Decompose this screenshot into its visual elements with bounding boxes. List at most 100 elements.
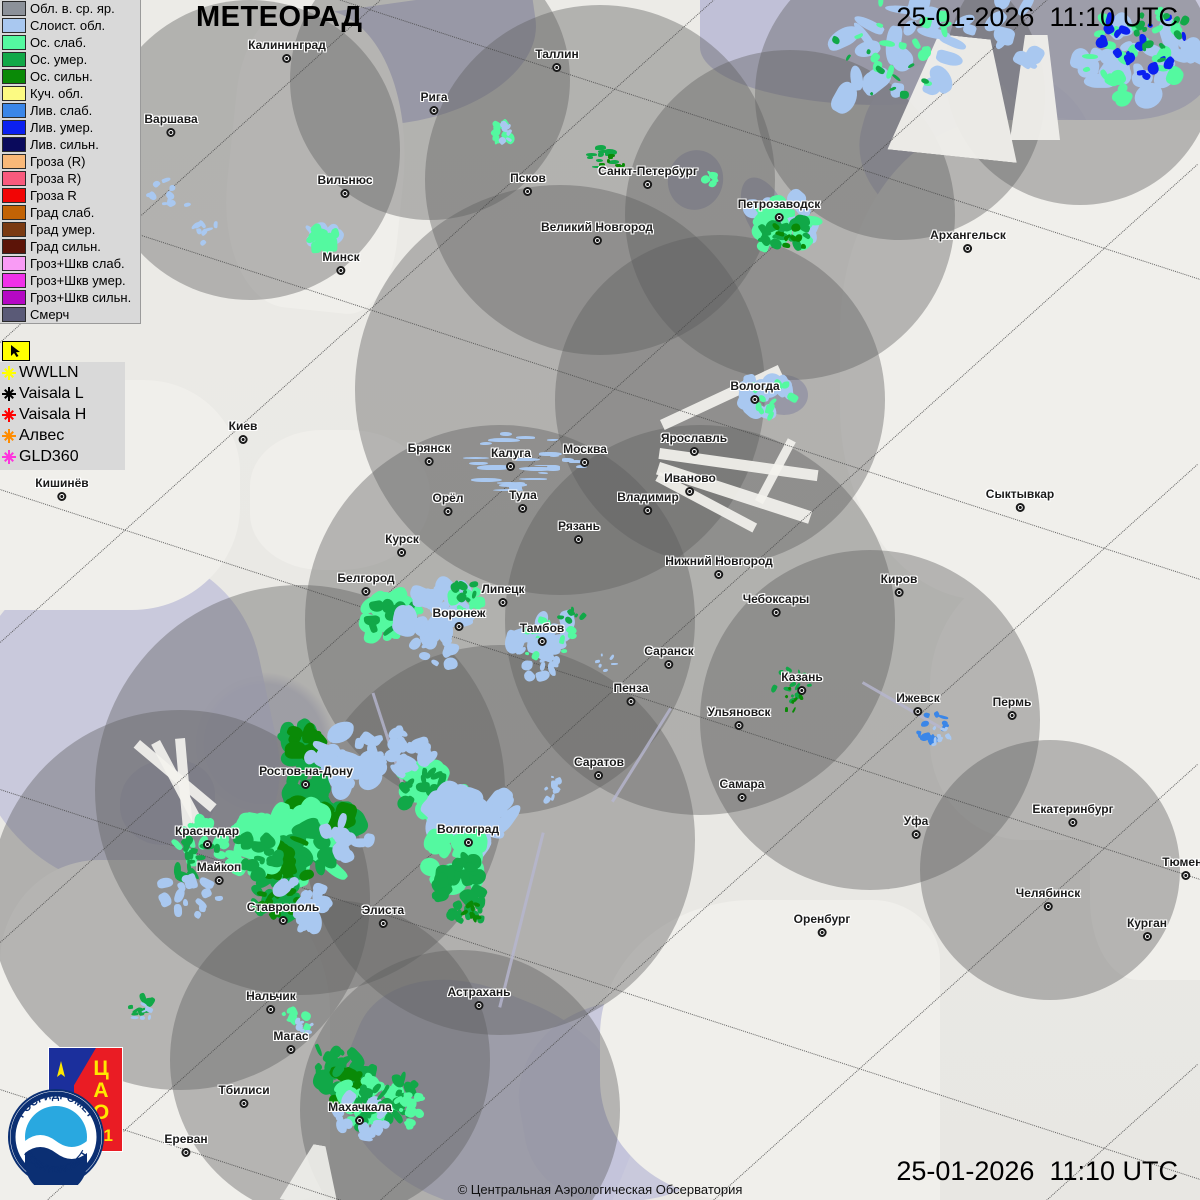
legend-row[interactable]: Град сильн. (0, 238, 140, 255)
city-label: Владимир (617, 490, 679, 504)
city-marker[interactable]: Ижевск (896, 692, 940, 716)
legend-row[interactable]: Ос. сильн. (0, 68, 140, 85)
city-marker[interactable]: Минск (322, 251, 360, 275)
city-marker[interactable]: Таллин (535, 48, 579, 72)
legend-row[interactable]: Обл. в. ср. яр. (0, 0, 140, 17)
legend-row[interactable]: Ос. умер. (0, 51, 140, 68)
city-marker[interactable]: Челябинск (1016, 887, 1080, 911)
city-marker[interactable]: Липецк (481, 583, 525, 607)
legend-row[interactable]: Куч. обл. (0, 85, 140, 102)
city-marker[interactable]: Вильнюс (317, 174, 373, 198)
city-marker[interactable]: Великий Новгород (541, 221, 653, 245)
lightning-legend-row[interactable]: Vaisala L (0, 383, 125, 404)
precipitation-echo (496, 482, 520, 485)
city-dot-icon (797, 686, 807, 695)
legend-row[interactable]: Лив. умер. (0, 119, 140, 136)
city-label: Пенза (613, 681, 649, 695)
city-marker[interactable]: Тюмень (1162, 856, 1200, 880)
city-dot-icon (643, 180, 653, 189)
city-marker[interactable]: Краснодар (175, 825, 239, 849)
city-marker[interactable]: Самара (720, 778, 764, 802)
city-marker[interactable]: Тамбов (520, 622, 564, 646)
city-marker[interactable]: Астрахань (447, 986, 511, 1010)
city-marker[interactable]: Рига (420, 91, 448, 115)
city-marker[interactable]: Брянск (408, 442, 450, 466)
city-marker[interactable]: Киев (229, 420, 257, 444)
city-label: Екатеринбург (1032, 802, 1114, 816)
legend-row[interactable]: Гроза (R) (0, 153, 140, 170)
lightning-legend-row[interactable]: WWLLN (0, 362, 125, 383)
city-marker[interactable]: Варшава (144, 113, 198, 137)
legend-row[interactable]: Смерч (0, 306, 140, 323)
city-marker[interactable]: Орёл (433, 492, 463, 516)
city-marker[interactable]: Санкт-Петербург (598, 165, 698, 189)
city-marker[interactable]: Магас (273, 1030, 309, 1054)
city-marker[interactable]: Белгород (337, 572, 395, 596)
legend-row[interactable]: Град слаб. (0, 204, 140, 221)
city-marker[interactable]: Тула (509, 489, 537, 513)
city-marker[interactable]: Ставрополь (247, 901, 319, 925)
legend-row[interactable]: Гроз+Шкв сильн. (0, 289, 140, 306)
copyright-notice: © Центральная Аэрологическая Обсерватори… (457, 1182, 743, 1197)
lightning-legend-row[interactable]: GLD360 (0, 446, 125, 467)
city-marker[interactable]: Кишинёв (35, 477, 89, 501)
city-marker[interactable]: Уфа (904, 815, 928, 839)
city-marker[interactable]: Москва (563, 443, 607, 467)
city-marker[interactable]: Чебоксары (743, 593, 809, 617)
city-marker[interactable]: Петрозаводск (738, 198, 820, 222)
city-dot-icon (463, 838, 473, 847)
city-marker[interactable]: Киров (881, 573, 917, 597)
city-marker[interactable]: Махачкала (328, 1101, 392, 1125)
legend-row[interactable]: Град умер. (0, 221, 140, 238)
legend-row[interactable]: Ос. слаб. (0, 34, 140, 51)
city-marker[interactable]: Владимир (617, 491, 679, 515)
legend-row[interactable]: Слоист. обл. (0, 17, 140, 34)
legend-row[interactable]: Гроза R) (0, 170, 140, 187)
city-marker[interactable]: Майкоп (197, 861, 241, 885)
city-marker[interactable]: Нижний Новгород (665, 555, 773, 579)
city-marker[interactable]: Ярославль (661, 432, 727, 456)
legend-row[interactable]: Лив. сильн. (0, 136, 140, 153)
city-marker[interactable]: Саранск (644, 645, 694, 669)
city-dot-icon (643, 506, 653, 515)
city-marker[interactable]: Казань (781, 671, 823, 695)
precipitation-echo (597, 150, 610, 154)
city-marker[interactable]: Нальчик (246, 990, 296, 1014)
legend-row[interactable]: Гроз+Шкв умер. (0, 272, 140, 289)
lightning-legend-row[interactable]: Алвес (0, 425, 125, 446)
city-marker[interactable]: Элиста (362, 904, 404, 928)
city-marker[interactable]: Рязань (558, 520, 600, 544)
precipitation-echo (568, 459, 584, 463)
city-marker[interactable]: Ереван (164, 1133, 208, 1157)
city-marker[interactable]: Псков (510, 172, 546, 196)
city-marker[interactable]: Воронеж (433, 607, 485, 631)
city-marker[interactable]: Пенза (613, 681, 649, 706)
city-marker[interactable]: Волгоград (437, 823, 499, 847)
city-marker[interactable]: Тбилиси (218, 1084, 270, 1108)
legend-row[interactable]: Гроза R (0, 187, 140, 204)
lightning-legend-label: WWLLN (19, 363, 79, 381)
precipitation-echo (470, 478, 503, 483)
city-marker[interactable]: Курган (1127, 917, 1167, 941)
pointer-tool-button[interactable] (2, 341, 30, 361)
city-marker[interactable]: Екатеринбург (1032, 802, 1114, 827)
city-marker[interactable]: Курск (385, 533, 419, 557)
city-marker[interactable]: Калининград (248, 39, 326, 63)
precipitation-echo (539, 451, 562, 457)
city-marker[interactable]: Оренбург (794, 913, 850, 937)
city-marker[interactable]: Вологда (730, 380, 780, 404)
legend-row[interactable]: Гроз+Шкв слаб. (0, 255, 140, 272)
precipitation-echo (463, 456, 489, 459)
city-marker[interactable]: Иваново (664, 472, 716, 496)
svg-text:Ц: Ц (93, 1057, 109, 1080)
city-marker[interactable]: Сыктывкар (986, 488, 1054, 512)
city-marker[interactable]: Ульяновск (707, 706, 771, 730)
city-marker[interactable]: Саратов (574, 756, 624, 780)
city-marker[interactable]: Архангельск (930, 229, 1006, 253)
legend-row[interactable]: Лив. слаб. (0, 102, 140, 119)
city-marker[interactable]: Ростов-на-Дону (259, 765, 353, 789)
lightning-legend-row[interactable]: Vaisala H (0, 404, 125, 425)
city-marker[interactable]: Пермь (993, 696, 1031, 720)
city-marker[interactable]: Калуга (491, 447, 531, 471)
